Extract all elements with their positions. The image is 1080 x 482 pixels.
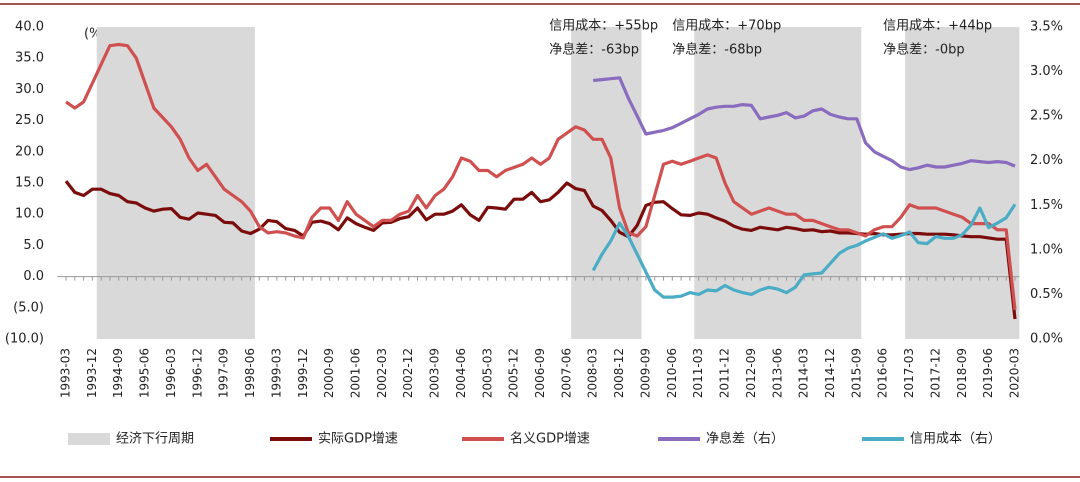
- x-tick-label: 2008-12: [612, 348, 626, 398]
- y-tick-label: 35.0: [15, 51, 44, 66]
- x-tick-label: 2006-09: [533, 348, 547, 398]
- x-tick-label: 2016-06: [876, 348, 890, 398]
- x-tick-label: 2017-12: [928, 348, 942, 398]
- shade-layer: [96, 27, 1020, 339]
- x-tick-label: 2002-03: [375, 348, 389, 398]
- y-tick-label: 25.0: [15, 113, 44, 128]
- x-tick-label: 2018-09: [955, 348, 969, 398]
- annotation: 净息差：-68bp: [672, 42, 762, 58]
- x-tick-label: 2011-03: [691, 348, 705, 398]
- x-tick-label: 2009-09: [638, 348, 652, 398]
- x-tick-label: 1993-03: [59, 348, 73, 398]
- x-tick-label: 1993-12: [85, 348, 99, 398]
- x-tick-label: 2000-09: [322, 348, 336, 398]
- x-tick-label: 2001-06: [348, 348, 362, 398]
- x-tick-label: 2014-03: [797, 348, 811, 398]
- annotation: 信用成本：+55bp: [549, 19, 658, 34]
- y2-tick-label: 3.5%: [1030, 20, 1063, 35]
- x-tick-label: 2012-09: [744, 348, 758, 398]
- downturn-period: [96, 27, 255, 339]
- downturn-period: [905, 27, 1020, 339]
- y2-tick-label: 2.0%: [1030, 153, 1063, 168]
- y2-tick-label: 3.0%: [1030, 64, 1063, 79]
- x-tick-label: 2003-09: [428, 348, 442, 398]
- legend-swatch: [68, 433, 110, 445]
- x-tick-label: 2013-06: [770, 348, 784, 398]
- x-tick-label: 1996-03: [164, 348, 178, 398]
- x-tick-label: 1994-09: [111, 348, 125, 398]
- series-line: [591, 203, 1017, 299]
- y2-tick-label: 0.5%: [1030, 287, 1063, 302]
- annotation: 信用成本：+44bp: [883, 19, 992, 34]
- y-tick-label: 0.0: [23, 269, 44, 284]
- y2-tick-label: 0.0%: [1030, 332, 1063, 347]
- y-tick-label: 30.0: [15, 82, 44, 97]
- x-tick-label: 2005-12: [507, 348, 521, 398]
- x-tick-label: 2019-06: [981, 348, 995, 398]
- series-line: [593, 76, 1016, 172]
- legend-label: 实际GDP增速: [318, 432, 398, 447]
- y2-tick-label: 1.5%: [1030, 198, 1063, 213]
- x-tick-label: 2004-06: [454, 348, 468, 398]
- y-tick-label: (5.0): [13, 300, 44, 315]
- y-tick-label: 40.0: [15, 20, 44, 35]
- x-tick-label: 1998-06: [243, 348, 257, 398]
- y2-tick-label: 2.5%: [1030, 109, 1063, 124]
- legend-label: 净息差（右）: [706, 431, 784, 447]
- y-tick-label: 20.0: [15, 144, 44, 159]
- x-tick-label: 2007-06: [559, 348, 573, 398]
- x-tick-label: 2015-09: [849, 348, 863, 398]
- y2-tick-label: 1.0%: [1030, 242, 1063, 257]
- y-tick-label: (10.0): [5, 332, 44, 347]
- x-tick-label: 2011-12: [718, 348, 732, 398]
- x-tick-label: 2020-03: [1008, 348, 1022, 398]
- annotation: 净息差：-0bp: [883, 42, 964, 58]
- x-tick-label: 2014-12: [823, 348, 837, 398]
- x-tick-label: 2002-12: [401, 348, 415, 398]
- x-tick-label: 1999-12: [296, 348, 310, 398]
- series-line: [65, 42, 1017, 310]
- legend-label: 经济下行周期: [116, 432, 194, 447]
- x-tick-label: 2010-06: [665, 348, 679, 398]
- y-tick-label: 15.0: [15, 176, 44, 191]
- x-tick-label: 1997-09: [217, 348, 231, 398]
- x-tick-label: 1996-12: [190, 348, 204, 398]
- x-tick-label: 2005-03: [480, 348, 494, 398]
- downturn-period: [694, 27, 862, 339]
- downturn-period: [571, 27, 642, 339]
- x-tick-label: 2008-03: [586, 348, 600, 398]
- legend-label: 名义GDP增速: [510, 431, 590, 447]
- annotation: 信用成本：+70bp: [672, 19, 781, 34]
- x-tick-label: 2017-03: [902, 348, 916, 398]
- annotation: 净息差：-63bp: [549, 42, 639, 58]
- x-tick-label: 1999-03: [269, 348, 283, 398]
- legend-label: 信用成本（右）: [910, 432, 1001, 447]
- y-tick-label: 5.0: [23, 238, 44, 253]
- x-tick-label: 1995-06: [138, 348, 152, 398]
- y-tick-label: 10.0: [15, 207, 44, 222]
